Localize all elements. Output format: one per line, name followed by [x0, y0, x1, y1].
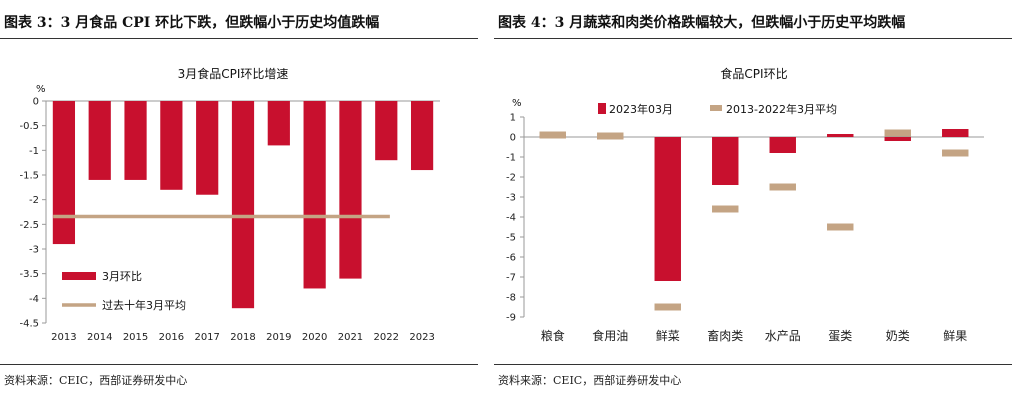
bar [654, 137, 681, 281]
x-tick-label: 蛋类 [828, 329, 852, 343]
bar [410, 101, 434, 171]
right-top-rule [494, 38, 1012, 39]
legend-label-avg: 2013-2022年3月平均 [726, 102, 837, 116]
left-chart: 3月食品CPI环比增速% 0 -0.5 -1 -1.5 -2 -2.5 -3 -3.5 -4 -4.… [19, 66, 440, 343]
bar [196, 101, 219, 195]
legend-label-bar: 3月环比 [102, 270, 142, 283]
x-tick-label: 2017 [194, 332, 219, 343]
x-tick-label: 2019 [266, 332, 291, 343]
avg-marker [597, 132, 624, 140]
y-tick-label: -6 [506, 253, 516, 264]
left-bottom-rule [0, 364, 478, 365]
x-tick-label: 水产品 [765, 329, 801, 343]
y-tick-label: -3.5 [19, 269, 39, 280]
x-tick-label: 2014 [87, 332, 112, 343]
x-tick-label: 2015 [123, 332, 148, 343]
y-tick-label: -4 [506, 213, 516, 224]
x-tick-label: 鲜菜 [656, 329, 680, 343]
y-tick-label: -1 [506, 153, 516, 164]
right-figure-title: 图表 4：3 月蔬菜和肉类价格跌幅较大，但跌幅小于历史平均跌幅 [498, 15, 906, 31]
y-tick-label: -0.5 [19, 121, 39, 132]
bar [942, 129, 969, 137]
right-bottom-rule [494, 364, 1012, 365]
bar [827, 134, 854, 137]
y-tick-label: -4 [29, 294, 39, 305]
left-figure: 图表 3：3 月食品 CPI 环比下跌，但跌幅小于历史均值跌幅 3月食品CPI环… [0, 0, 478, 406]
x-tick-label: 粮食 [541, 328, 565, 343]
x-tick-label: 奶类 [886, 329, 910, 343]
avg-marker [884, 129, 911, 137]
y-tick-label: -3 [29, 245, 39, 256]
x-tick-label: 2021 [338, 332, 363, 343]
avg-marker [654, 303, 681, 311]
x-tick-label: 2023 [409, 332, 434, 343]
y-tick-label: -4.5 [19, 319, 39, 330]
bar [231, 101, 255, 309]
y-tick-label: -2 [29, 195, 39, 206]
y-tick-label: -9 [506, 313, 516, 324]
x-tick-label: 2022 [374, 332, 399, 343]
right-figure: 图表 4：3 月蔬菜和肉类价格跌幅较大，但跌幅小于历史平均跌幅 食品CPI环比%… [494, 0, 1012, 406]
y-tick-label: -1 [29, 146, 39, 157]
y-tick-label: -1.5 [19, 171, 39, 182]
x-tick-label: 畜肉类 [707, 328, 743, 343]
bar [124, 101, 147, 180]
avg-marker [827, 223, 854, 231]
bar [160, 101, 183, 190]
x-tick-label: 2013 [51, 332, 76, 343]
y-tick-label: 0 [33, 97, 39, 108]
y-tick-label: -2.5 [19, 220, 39, 231]
bar [339, 101, 362, 279]
y-tick-label: -8 [506, 293, 516, 304]
bar [52, 101, 76, 245]
avg-marker [539, 131, 566, 139]
right-source: 资料来源：CEIC，西部证券研发中心 [498, 374, 682, 387]
chart-title: 3月食品CPI环比增速 [178, 66, 289, 81]
chart-title: 食品CPI环比 [720, 66, 787, 81]
x-tick-label: 2020 [302, 332, 327, 343]
y-tick-label: -2 [506, 173, 516, 184]
avg-marker [712, 205, 739, 213]
y-tick-label: 0 [510, 133, 516, 144]
x-tick-label: 食用油 [592, 328, 628, 343]
x-tick-label: 2016 [159, 332, 184, 343]
y-tick-label: -5 [506, 233, 516, 244]
left-source: 资料来源：CEIC，西部证券研发中心 [4, 374, 188, 387]
y-tick-label: 1 [510, 113, 516, 124]
x-tick-label: 鲜果 [943, 329, 967, 343]
avg-marker [942, 149, 969, 157]
left-top-rule [0, 38, 478, 39]
right-chart: 食品CPI环比% 1 0 -1 -2 -3 -4 -5 -6 -7 -8 -9 粮食 食用油 鲜菜 畜肉类 水产… [506, 66, 984, 343]
bar [769, 137, 796, 153]
left-figure-title: 图表 3：3 月食品 CPI 环比下跌，但跌幅小于历史均值跌幅 [4, 15, 380, 31]
legend-swatch-bar [598, 103, 606, 114]
bar [712, 137, 739, 185]
y-tick-label: -3 [506, 193, 516, 204]
legend-label-bar: 2023年03月 [609, 102, 673, 116]
y-axis-unit: % [36, 84, 46, 95]
bar [267, 101, 290, 146]
bar [375, 101, 398, 161]
x-tick-label: 2018 [230, 332, 255, 343]
legend-swatch-bar [62, 272, 96, 280]
bar [303, 101, 326, 289]
y-tick-label: -7 [506, 273, 516, 284]
legend-swatch-avg [710, 105, 722, 111]
legend-label-avg: 过去十年3月平均 [102, 298, 186, 312]
y-axis-unit: % [512, 98, 522, 109]
avg-marker [769, 183, 796, 191]
bar [884, 137, 911, 141]
bar [88, 101, 111, 180]
